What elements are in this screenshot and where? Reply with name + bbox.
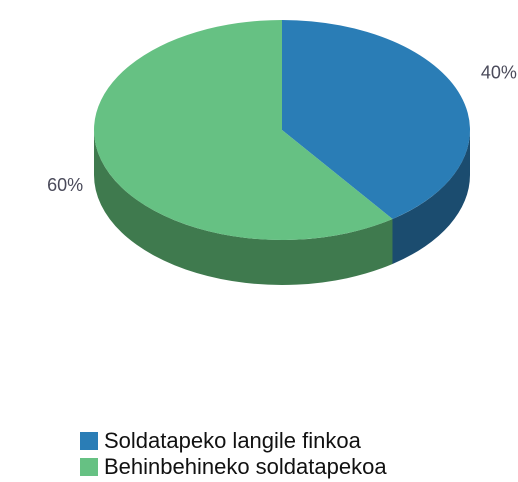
slice-side (392, 130, 470, 264)
value-label: 40% (481, 63, 517, 83)
legend-swatch (80, 458, 98, 476)
slice (282, 20, 470, 219)
value-label: 60% (47, 175, 83, 195)
slice (93, 20, 393, 240)
legend-label: Soldatapeko langile finkoa (104, 428, 362, 453)
legend-swatch (80, 432, 98, 450)
legend-label: Behinbehineko soldatapekoa (104, 454, 387, 479)
slice-side (93, 130, 393, 285)
